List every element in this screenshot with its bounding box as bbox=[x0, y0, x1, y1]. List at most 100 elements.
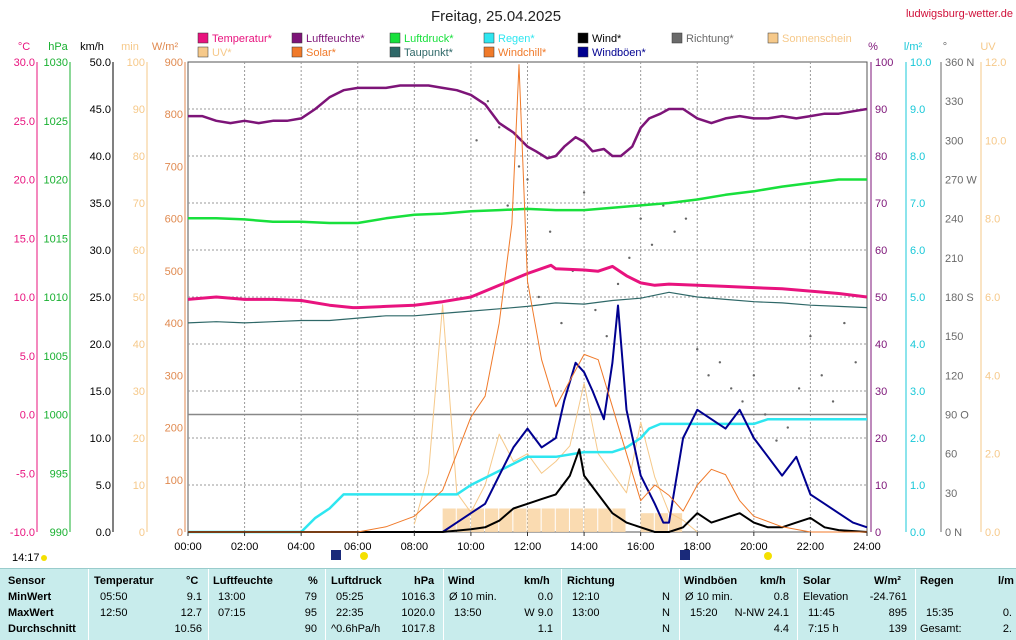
sunshine-bar bbox=[555, 508, 569, 532]
axis-tick-hum: 60 bbox=[875, 245, 887, 257]
sunshine-bar bbox=[513, 508, 527, 532]
direction-point bbox=[707, 374, 710, 377]
axis-tick-solar: 800 bbox=[165, 109, 183, 121]
axis-tick-rain: 8.0 bbox=[910, 151, 925, 163]
max-dir-time: 13:00 bbox=[572, 607, 600, 619]
axis-tick-sun: 0 bbox=[139, 527, 145, 539]
axis-tick-hum: 100 bbox=[875, 57, 893, 69]
hdr-hum: Luftfeuchte bbox=[213, 575, 273, 587]
direction-point bbox=[843, 321, 846, 325]
axis-tick-dir: 120 bbox=[945, 370, 963, 382]
axis-tick-hum: 50 bbox=[875, 292, 887, 304]
axis-tick-dir: 60 bbox=[945, 449, 957, 461]
direction-point bbox=[594, 308, 597, 312]
site-link[interactable]: ludwigsburg-wetter.de bbox=[906, 8, 1013, 20]
chart-title: Freitag, 25.04.2025 bbox=[431, 8, 561, 25]
legend-swatch bbox=[197, 46, 209, 58]
legend-label: UV* bbox=[212, 47, 232, 59]
axis-tick-wind: 45.0 bbox=[90, 104, 111, 116]
legend-label: Solar* bbox=[306, 47, 337, 59]
direction-point bbox=[537, 295, 541, 299]
direction-point bbox=[684, 217, 688, 220]
plot-series bbox=[187, 64, 868, 534]
direction-point bbox=[582, 191, 586, 194]
avg-press-trend: ^0.6hPa/h bbox=[331, 623, 381, 635]
axis-tick-wind: 20.0 bbox=[90, 339, 111, 351]
x-tick-label: 20:00 bbox=[740, 541, 768, 553]
max-gust-value: N-NW 24.1 bbox=[734, 607, 789, 619]
axis-tick-sun: 100 bbox=[127, 57, 145, 69]
series-line-solar bbox=[188, 64, 867, 533]
axis-tick-rain: 5.0 bbox=[910, 292, 925, 304]
x-tick-label: 00:00 bbox=[174, 541, 202, 553]
axis-tick-hum: 30 bbox=[875, 386, 887, 398]
avg-temp-value: 10.56 bbox=[174, 623, 202, 635]
x-tick-label: 12:00 bbox=[514, 541, 542, 553]
axis-tick-solar: 0 bbox=[177, 527, 183, 539]
hdr-press-unit: hPa bbox=[414, 575, 435, 587]
axis-tick-hum: 90 bbox=[875, 104, 887, 116]
min-hum-value: 79 bbox=[304, 591, 317, 603]
direction-point bbox=[517, 165, 521, 168]
direction-point bbox=[730, 387, 733, 390]
direction-point bbox=[639, 217, 642, 220]
axis-tick-temp: 10.0 bbox=[14, 292, 35, 304]
axis-tick-press: 1025 bbox=[44, 116, 68, 128]
legend-label: Luftdruck* bbox=[404, 33, 454, 45]
legend-swatch bbox=[389, 32, 401, 44]
hdr-wind: Wind bbox=[448, 575, 475, 587]
direction-point bbox=[628, 256, 631, 260]
rain-total-label: Gesamt: bbox=[920, 623, 962, 635]
min-wind-value: 0.0 bbox=[537, 591, 553, 603]
max-solar-time: 11:45 bbox=[808, 607, 835, 619]
min-temp-value: 9.1 bbox=[186, 591, 202, 603]
direction-point bbox=[662, 204, 665, 207]
legend-swatch bbox=[389, 46, 401, 58]
avg-gust-value: 4.4 bbox=[773, 623, 789, 635]
axis-title-hum: % bbox=[868, 41, 878, 53]
axis-tick-temp: -10.0 bbox=[10, 527, 35, 539]
avg-press-value: 1017.8 bbox=[401, 623, 435, 635]
axis-title-rain: l/m² bbox=[904, 41, 923, 53]
axis-tick-press: 1005 bbox=[44, 351, 68, 363]
axis-tick-rain: 3.0 bbox=[910, 386, 925, 398]
hdr-temp-unit: °C bbox=[186, 575, 199, 587]
direction-point bbox=[820, 374, 823, 377]
axis-tick-sun: 90 bbox=[133, 104, 145, 116]
x-tick-label: 10:00 bbox=[457, 541, 485, 553]
sunshine-bar bbox=[527, 508, 541, 532]
max-wind-value: W 9.0 bbox=[524, 607, 553, 619]
axis-tick-solar: 900 bbox=[165, 57, 183, 69]
min-hum-time: 13:00 bbox=[218, 591, 246, 603]
axis-tick-uv: 2.0 bbox=[985, 449, 1000, 461]
weather-chart: Freitag, 25.04.2025 ludwigsburg-wetter.d… bbox=[10, 8, 1013, 564]
statistics-table: Sensor Temperatur °C Luftfeuchte % Luftd… bbox=[0, 568, 1016, 640]
axis-tick-temp: 25.0 bbox=[14, 116, 35, 128]
series-line-luftfeuchte bbox=[188, 84, 868, 160]
direction-point bbox=[775, 439, 778, 442]
axis-tick-sun: 70 bbox=[133, 198, 145, 210]
axis-tick-dir: 360 N bbox=[945, 57, 974, 69]
direction-point bbox=[650, 243, 654, 246]
legend-swatch bbox=[577, 32, 589, 44]
axis-tick-wind: 25.0 bbox=[90, 292, 111, 304]
axis-tick-temp: 20.0 bbox=[14, 175, 35, 187]
direction-point bbox=[616, 282, 620, 286]
x-tick-label: 22:00 bbox=[797, 541, 825, 553]
max-wind-time: 13:50 bbox=[454, 607, 482, 619]
direction-point bbox=[605, 334, 608, 338]
min-gust-value: 0.8 bbox=[773, 591, 789, 603]
direction-point bbox=[752, 374, 756, 377]
legend-swatch bbox=[577, 46, 589, 58]
min-temp-time: 05:50 bbox=[100, 591, 128, 603]
axis-tick-rain: 9.0 bbox=[910, 104, 925, 116]
direction-point bbox=[560, 321, 563, 325]
axis-tick-dir: 330 bbox=[945, 96, 963, 108]
axis-tick-wind: 35.0 bbox=[90, 198, 111, 210]
min-solar-value: -24.761 bbox=[869, 591, 907, 603]
right-axes: %1009080706050403020100l/m²10.09.08.07.0… bbox=[868, 41, 1006, 539]
max-hum-value: 95 bbox=[304, 607, 317, 619]
axis-tick-sun: 80 bbox=[133, 151, 145, 163]
sunrise-icon bbox=[360, 552, 368, 560]
axis-tick-rain: 7.0 bbox=[910, 198, 925, 210]
